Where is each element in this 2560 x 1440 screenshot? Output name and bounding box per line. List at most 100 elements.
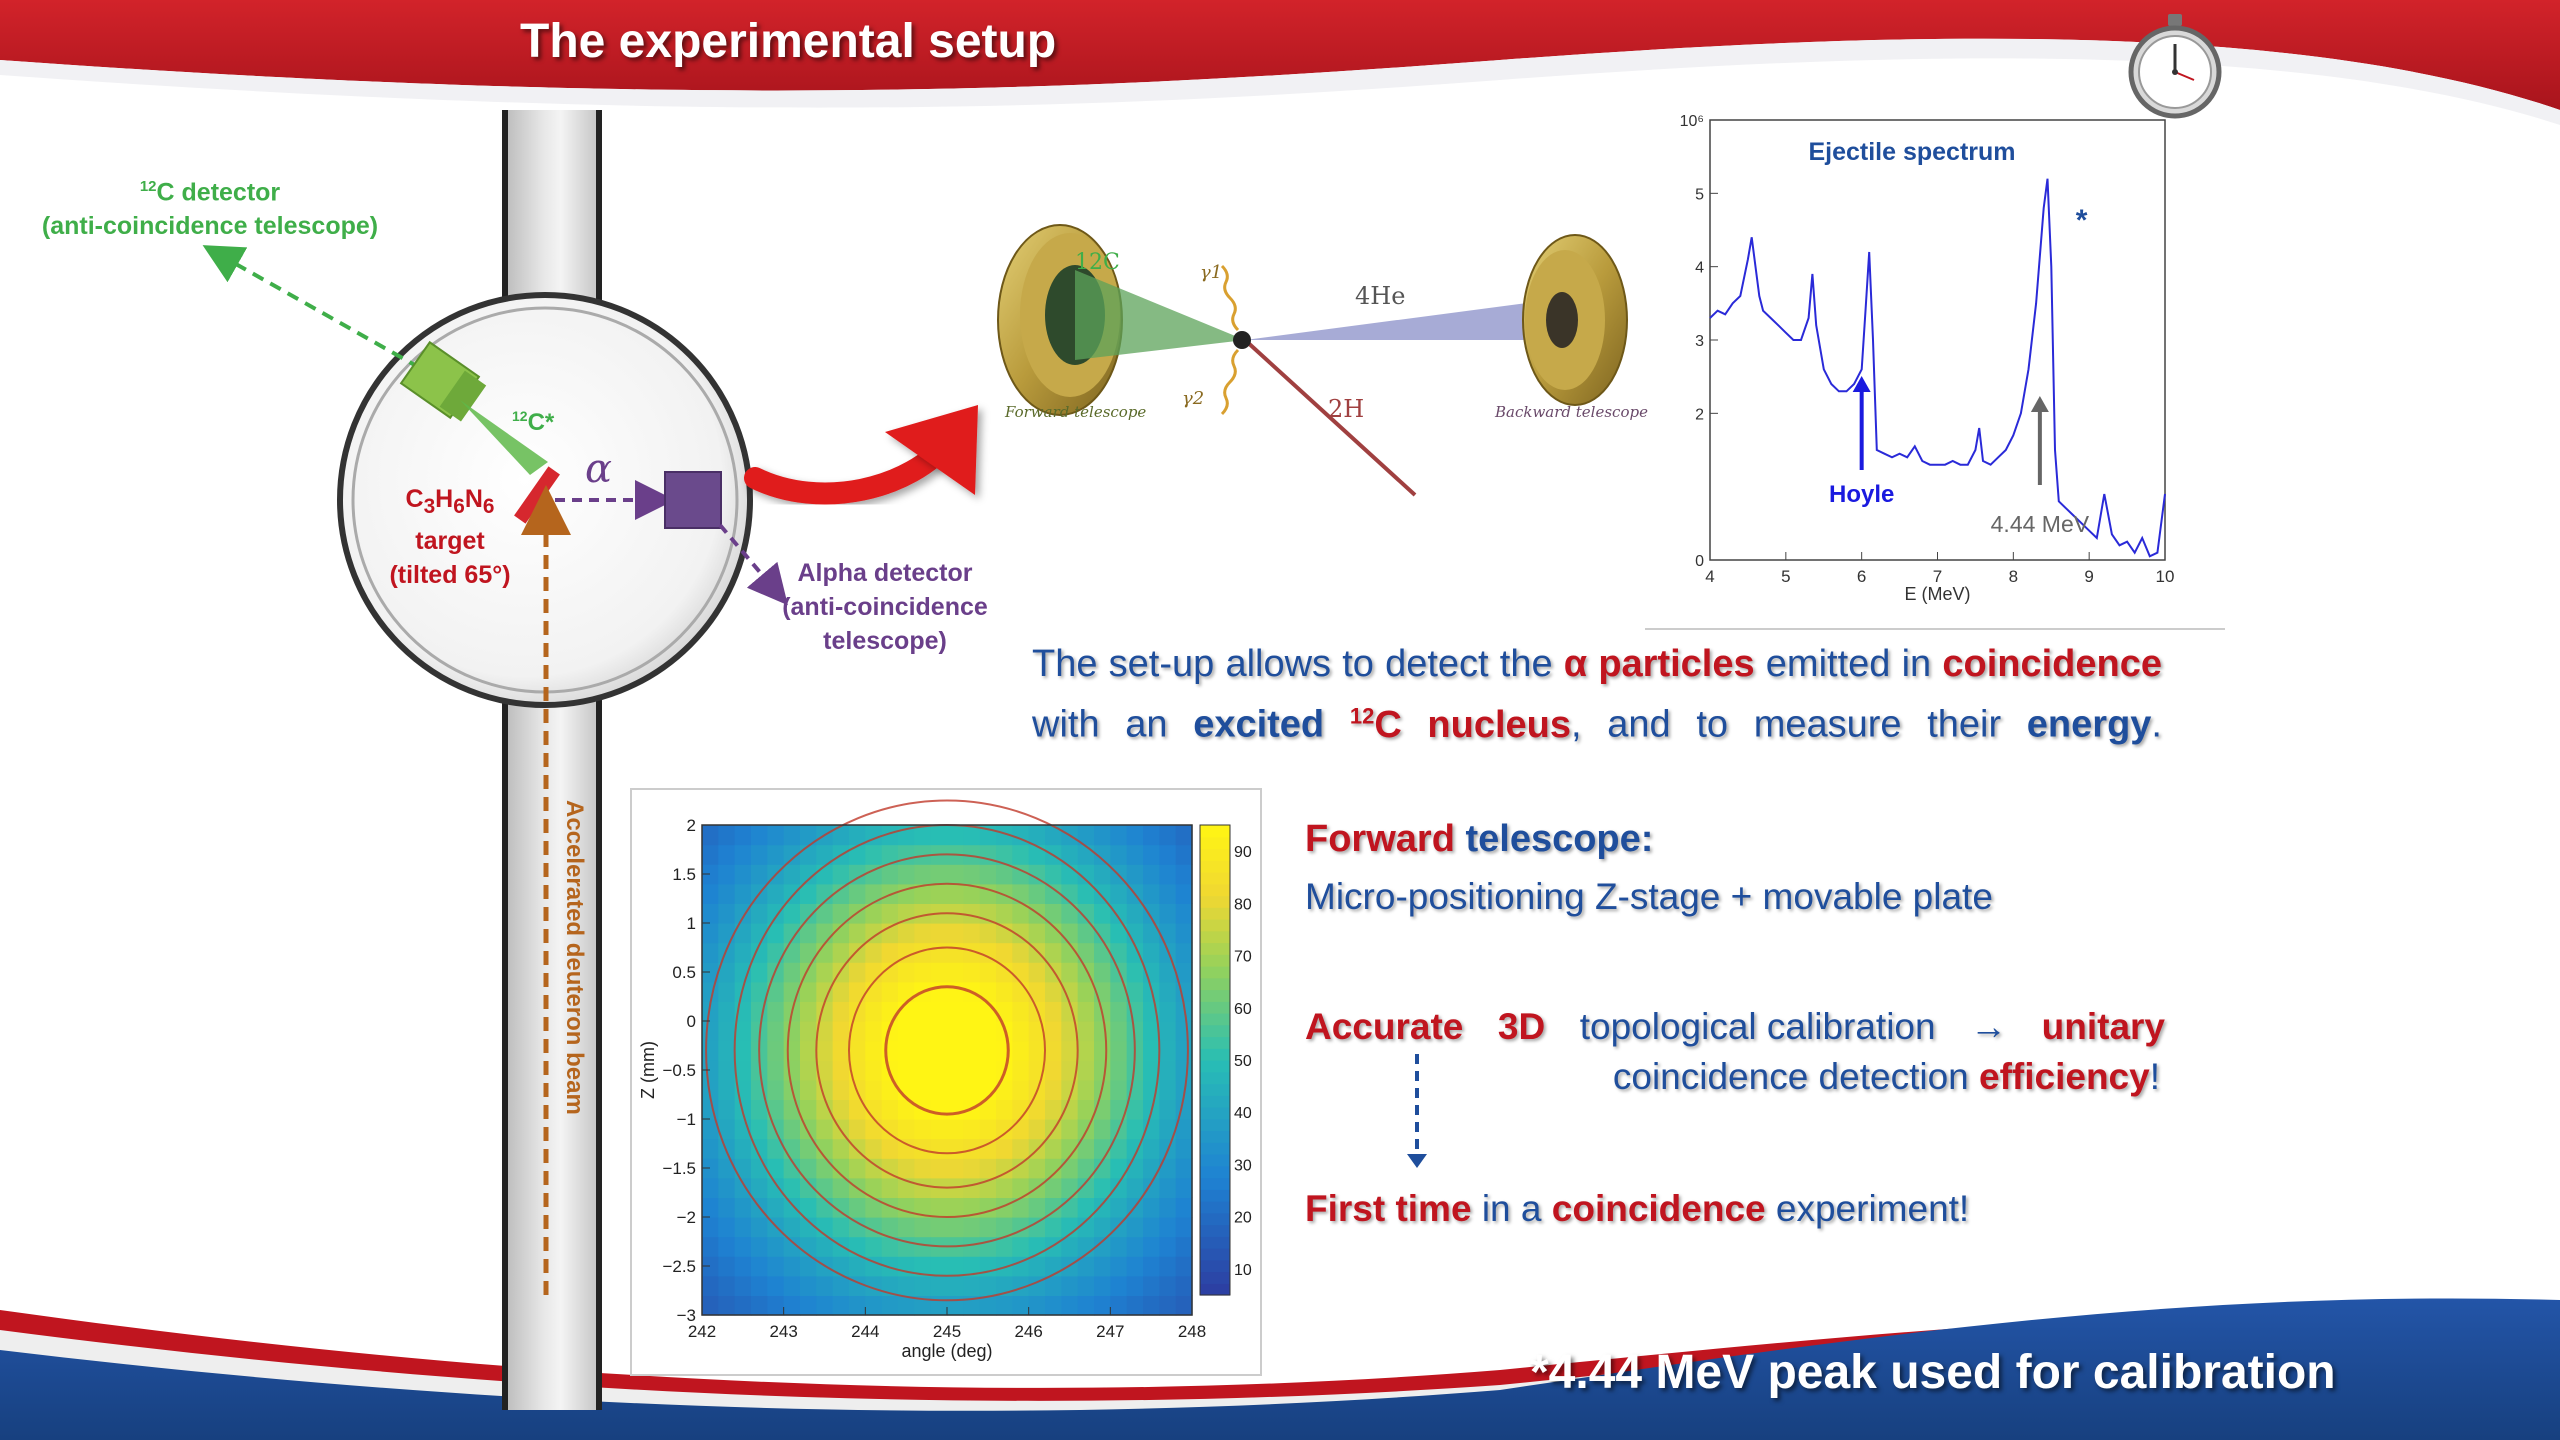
heatmap-cell bbox=[881, 981, 899, 1002]
heatmap-cell bbox=[1094, 1177, 1111, 1198]
heatmap-cell bbox=[898, 1060, 915, 1081]
heatmap-cell bbox=[881, 1001, 899, 1022]
heatmap-cell bbox=[865, 1001, 883, 1022]
heatmap-cell bbox=[1077, 1275, 1095, 1296]
heatmap-cell bbox=[1012, 1158, 1030, 1179]
heatmap-cell bbox=[996, 981, 1013, 1002]
heatmap-cell bbox=[849, 1256, 866, 1277]
gamma1-wave bbox=[1220, 264, 1240, 332]
heatmap-cell bbox=[751, 844, 768, 865]
heatmap-cell bbox=[898, 981, 915, 1002]
heatmap-cell bbox=[1143, 1060, 1160, 1081]
heatmap-cell bbox=[832, 1217, 850, 1238]
heatmap-cell bbox=[1126, 1256, 1144, 1277]
heatmap-cell bbox=[930, 1040, 948, 1061]
heatmap-cell bbox=[1175, 844, 1193, 865]
heatmap-cell bbox=[979, 1119, 997, 1140]
heatmap-cell bbox=[865, 1158, 883, 1179]
heatmap-cell bbox=[1110, 1099, 1128, 1120]
heatmap-cell bbox=[865, 844, 883, 865]
heatmap-cell bbox=[783, 1060, 801, 1081]
heatmap-x-tick-label: 242 bbox=[688, 1322, 716, 1341]
heatmap-cell bbox=[816, 1040, 834, 1061]
heatmap-cell bbox=[1143, 1177, 1160, 1198]
heatmap-cell bbox=[865, 883, 883, 904]
heatmap-cell bbox=[881, 1256, 899, 1277]
heatmap-cell bbox=[702, 1217, 719, 1238]
heatmap-cell bbox=[1045, 1197, 1062, 1218]
heatmap-cell bbox=[751, 1275, 768, 1296]
heatmap-cell bbox=[947, 981, 964, 1002]
forward-telescope-label: Forward telescope bbox=[1005, 403, 1147, 421]
heatmap-cell bbox=[1094, 903, 1111, 924]
heatmap-y-tick-label: 2 bbox=[687, 816, 696, 835]
heatmap-cell bbox=[767, 1138, 785, 1159]
heatmap-y-tick-label: 1.5 bbox=[672, 865, 696, 884]
heatmap-cell bbox=[1094, 1217, 1111, 1238]
heatmap-cell bbox=[734, 1158, 752, 1179]
heatmap-cell bbox=[734, 981, 752, 1002]
heatmap-cell bbox=[783, 1256, 801, 1277]
heatmap-cell bbox=[832, 1295, 850, 1316]
heatmap-cell bbox=[783, 844, 801, 865]
colorbar-tick-label: 70 bbox=[1234, 949, 1252, 966]
heatmap-cell bbox=[881, 942, 899, 963]
heatmap-cell bbox=[1143, 883, 1160, 904]
heatmap-cell bbox=[963, 1119, 981, 1140]
heatmap-cell bbox=[702, 962, 719, 983]
heatmap-cell bbox=[1110, 981, 1128, 1002]
heatmap-cell bbox=[800, 1295, 817, 1316]
heatmap-cell bbox=[881, 825, 899, 846]
heatmap-cell bbox=[898, 1021, 915, 1042]
heatmap-cell bbox=[881, 1236, 899, 1257]
colorbar-cell bbox=[1200, 895, 1230, 908]
heatmap-cell bbox=[734, 903, 752, 924]
heatmap-cell bbox=[800, 1177, 817, 1198]
stopwatch-icon[interactable] bbox=[2120, 10, 2230, 120]
heatmap-cell bbox=[702, 1197, 719, 1218]
heatmap-cell bbox=[1028, 1099, 1046, 1120]
heatmap-cell bbox=[1094, 1138, 1111, 1159]
heatmap-cell bbox=[914, 1040, 932, 1061]
heatmap-cell bbox=[702, 864, 719, 885]
heatmap-cell bbox=[783, 825, 801, 846]
heatmap-cell bbox=[1077, 1060, 1095, 1081]
heatmap-cell bbox=[963, 903, 981, 924]
heatmap-cell bbox=[1045, 1177, 1062, 1198]
heatmap-cell bbox=[1012, 942, 1030, 963]
heatmap-cell bbox=[702, 1001, 719, 1022]
heatmap-cell bbox=[914, 1021, 932, 1042]
heatmap-y-tick-label: 0.5 bbox=[672, 963, 696, 982]
heatmap-cell bbox=[800, 903, 817, 924]
heatmap-cell bbox=[1126, 1275, 1144, 1296]
heatmap-cell bbox=[1143, 923, 1160, 944]
heatmap-cell bbox=[1012, 1079, 1030, 1100]
heatmap-cell bbox=[1012, 1177, 1030, 1198]
heatmap-cell bbox=[963, 962, 981, 983]
colorbar-tick-label: 20 bbox=[1234, 1210, 1252, 1227]
heatmap-cell bbox=[1094, 1021, 1111, 1042]
heatmap-cell bbox=[702, 1295, 719, 1316]
heatmap-cell bbox=[898, 864, 915, 885]
heatmap-cell bbox=[783, 1138, 801, 1159]
heatmap-cell bbox=[1126, 1295, 1144, 1316]
heatmap-cell bbox=[734, 1197, 752, 1218]
heatmap-cell bbox=[979, 962, 997, 983]
heatmap-cell bbox=[963, 1197, 981, 1218]
heatmap-cell bbox=[832, 903, 850, 924]
heatmap-cell bbox=[783, 962, 801, 983]
heatmap-cell bbox=[718, 1138, 736, 1159]
heatmap-cell bbox=[1159, 1275, 1177, 1296]
heatmap-cell bbox=[1045, 864, 1062, 885]
heatmap-cell bbox=[702, 1119, 719, 1140]
heatmap-cell bbox=[767, 903, 785, 924]
gamma2-label: γ2 bbox=[1182, 388, 1205, 409]
heatmap-cell bbox=[718, 981, 736, 1002]
heatmap-cell bbox=[1077, 1256, 1095, 1277]
heatmap-cell bbox=[734, 1138, 752, 1159]
heatmap-cells bbox=[702, 825, 1193, 1316]
heatmap-cell bbox=[1159, 981, 1177, 1002]
heatmap-cell bbox=[800, 844, 817, 865]
heatmap-cell bbox=[881, 1177, 899, 1198]
heatmap-contour bbox=[786, 882, 1108, 1218]
